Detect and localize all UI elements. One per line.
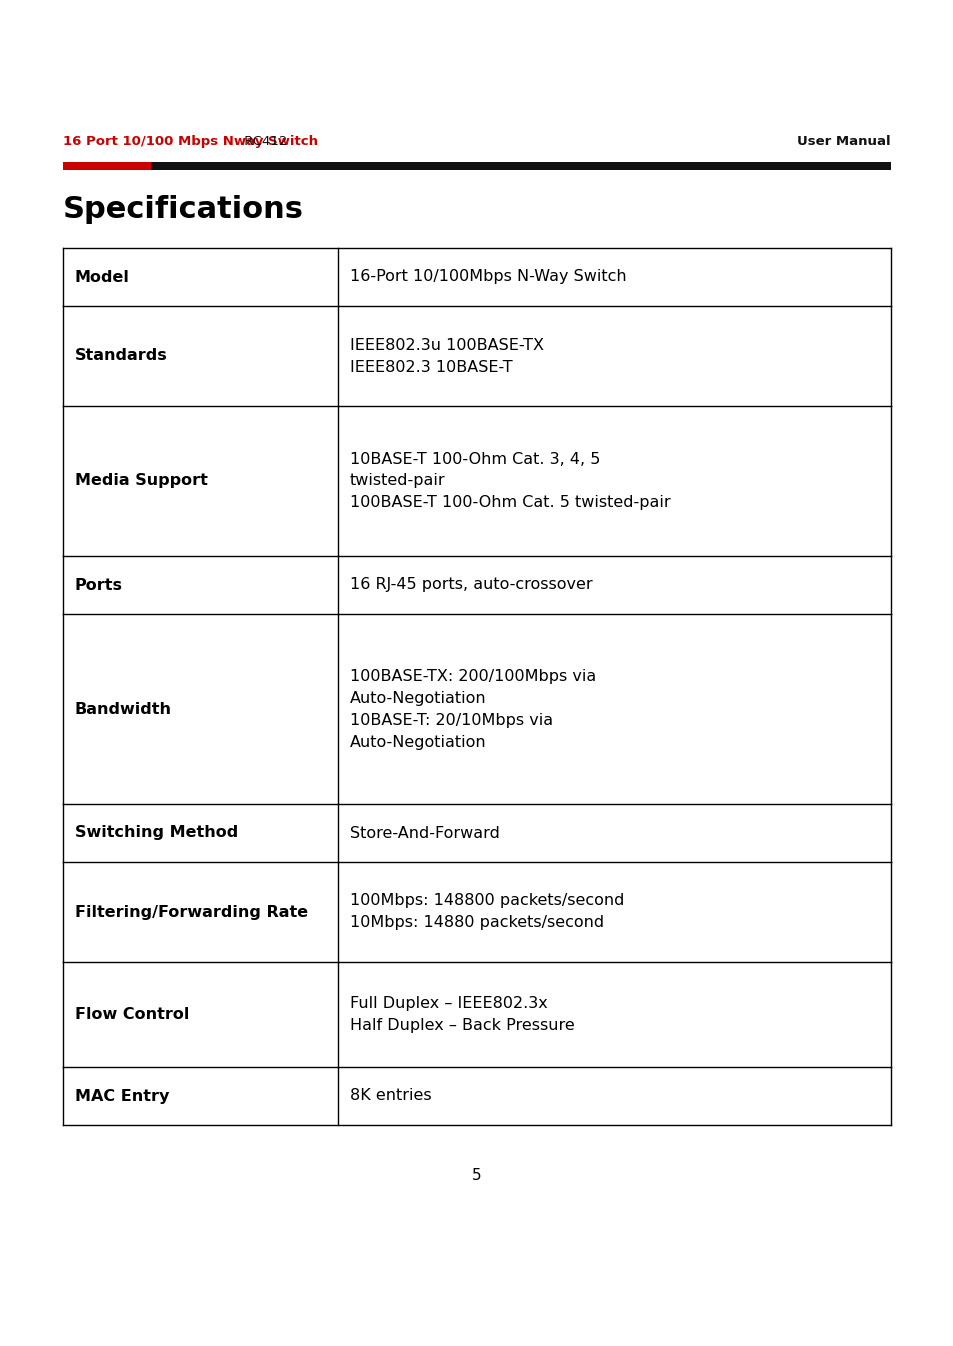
Text: Switching Method: Switching Method [75, 825, 238, 840]
Bar [63, 306, 890, 406]
Bar [63, 406, 890, 556]
Text: MAC Entry: MAC Entry [75, 1089, 170, 1104]
Bar [63, 614, 890, 804]
Text: twisted-pair: twisted-pair [350, 474, 445, 489]
Bar [63, 162, 151, 170]
Text: User Manual: User Manual [797, 135, 890, 148]
Text: 16 RJ-45 ports, auto-crossover: 16 RJ-45 ports, auto-crossover [350, 577, 592, 592]
Text: Model: Model [75, 269, 130, 284]
Text: Filtering/Forwarding Rate: Filtering/Forwarding Rate [75, 905, 308, 919]
Text: 10BASE-T: 20/10Mbps via: 10BASE-T: 20/10Mbps via [350, 712, 553, 727]
Text: Flow Control: Flow Control [75, 1007, 190, 1022]
Text: 8K entries: 8K entries [350, 1089, 431, 1104]
Bar [63, 861, 890, 962]
Text: Store-And-Forward: Store-And-Forward [350, 825, 499, 840]
Text: 5: 5 [472, 1167, 481, 1183]
Text: RC412: RC412 [239, 135, 287, 148]
Bar [63, 248, 890, 306]
Text: Ports: Ports [75, 577, 123, 592]
Text: 16 Port 10/100 Mbps Nway Switch: 16 Port 10/100 Mbps Nway Switch [63, 135, 317, 148]
Bar [63, 804, 890, 861]
Text: Specifications: Specifications [63, 195, 304, 223]
Text: 10BASE-T 100-Ohm Cat. 3, 4, 5: 10BASE-T 100-Ohm Cat. 3, 4, 5 [350, 451, 599, 467]
Bar [63, 556, 890, 614]
Text: 10Mbps: 14880 packets/second: 10Mbps: 14880 packets/second [350, 915, 603, 930]
Text: 100BASE-T 100-Ohm Cat. 5 twisted-pair: 100BASE-T 100-Ohm Cat. 5 twisted-pair [350, 495, 670, 510]
Text: 16-Port 10/100Mbps N-Way Switch: 16-Port 10/100Mbps N-Way Switch [350, 269, 626, 284]
Text: Media Support: Media Support [75, 474, 208, 489]
Bar [63, 962, 890, 1067]
Text: 100Mbps: 148800 packets/second: 100Mbps: 148800 packets/second [350, 894, 623, 909]
Bar [63, 1067, 890, 1125]
Text: Full Duplex – IEEE802.3x: Full Duplex – IEEE802.3x [350, 996, 547, 1011]
Text: Auto-Negotiation: Auto-Negotiation [350, 690, 486, 705]
Bar [151, 162, 890, 170]
Text: Bandwidth: Bandwidth [75, 701, 172, 716]
Text: Standards: Standards [75, 349, 168, 363]
Text: IEEE802.3 10BASE-T: IEEE802.3 10BASE-T [350, 359, 512, 374]
Text: 100BASE-TX: 200/100Mbps via: 100BASE-TX: 200/100Mbps via [350, 669, 596, 684]
Text: IEEE802.3u 100BASE-TX: IEEE802.3u 100BASE-TX [350, 338, 543, 353]
Text: Half Duplex – Back Pressure: Half Duplex – Back Pressure [350, 1018, 574, 1032]
Text: Auto-Negotiation: Auto-Negotiation [350, 735, 486, 750]
